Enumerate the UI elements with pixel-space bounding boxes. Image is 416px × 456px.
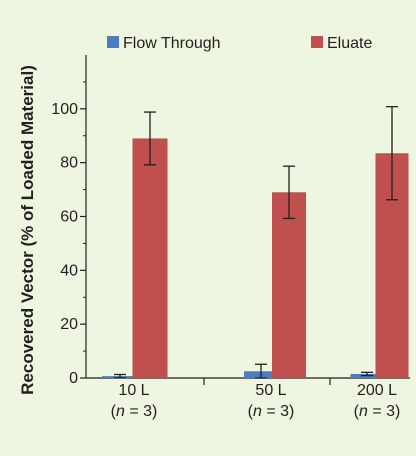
- sample-size-label: (n = 3): [248, 403, 295, 420]
- sample-size-label: (n = 3): [111, 403, 158, 420]
- sample-size-open: (: [248, 403, 254, 420]
- y-tick-label: 60: [60, 209, 78, 226]
- sample-size-var: n: [116, 403, 125, 420]
- sample-size-var: n: [253, 403, 262, 420]
- sample-size-value: = 3): [368, 403, 400, 420]
- y-axis-label: Recovered Vector (% of Loaded Material): [18, 65, 37, 395]
- legend-label: Flow Through: [123, 35, 221, 52]
- y-tick-label: 0: [69, 370, 78, 387]
- x-tick-label: 50 L: [255, 382, 286, 399]
- sample-size-var: n: [359, 403, 368, 420]
- bar: [132, 138, 168, 378]
- x-tick-label: 200 L: [357, 382, 397, 399]
- sample-size-open: (: [111, 403, 117, 420]
- y-tick-label: 20: [60, 316, 78, 333]
- sample-size-label: (n = 3): [354, 403, 401, 420]
- legend-swatch: [311, 36, 323, 48]
- y-tick-label: 100: [51, 101, 78, 118]
- bar: [272, 192, 306, 378]
- y-tick-label: 80: [60, 155, 78, 172]
- legend-swatch: [107, 36, 119, 48]
- sample-size-value: = 3): [125, 403, 157, 420]
- x-tick-label: 10 L: [118, 382, 149, 399]
- legend-label: Eluate: [327, 35, 372, 52]
- sample-size-value: = 3): [262, 403, 294, 420]
- sample-size-open: (: [354, 403, 360, 420]
- y-tick-label: 40: [60, 262, 78, 279]
